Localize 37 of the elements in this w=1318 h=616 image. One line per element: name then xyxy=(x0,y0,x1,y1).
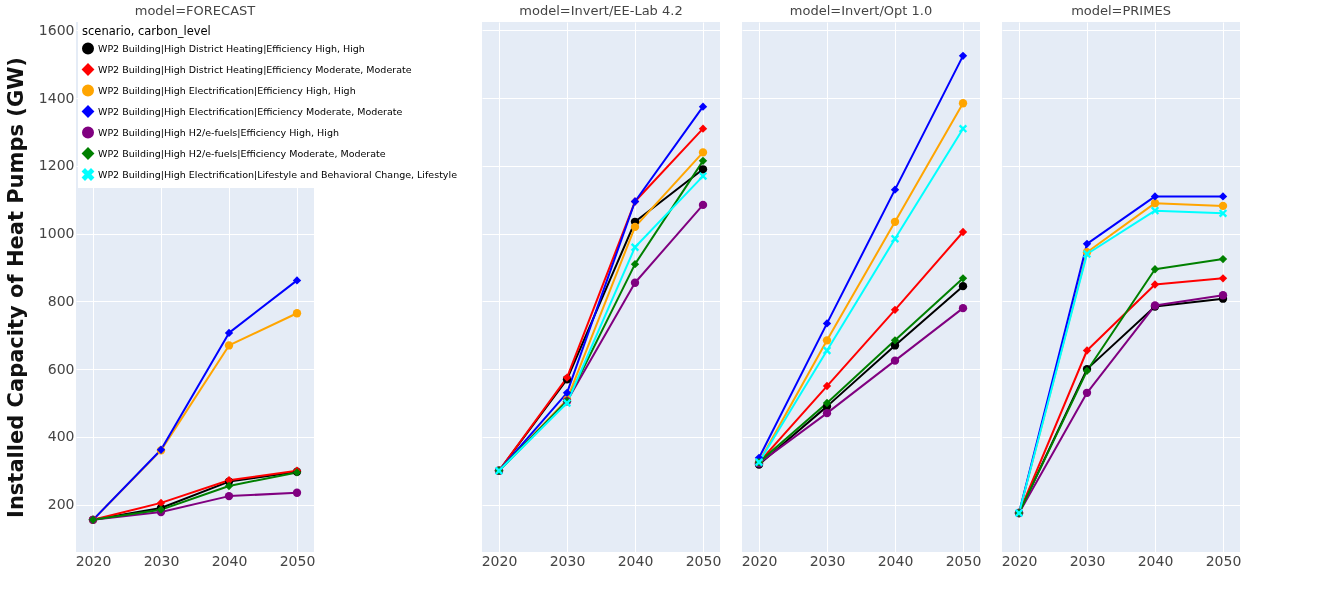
chart-title: model=Invert/Opt 1.0 xyxy=(789,3,933,18)
x-tick-label: 2040 xyxy=(1137,552,1174,569)
legend-label: WP2 Building|High Electrification|Lifestyle and Behavioral Change, Lifestyle xyxy=(98,168,458,180)
chart-title: model=PRIMES xyxy=(1071,3,1171,18)
x-tick-label: 2040 xyxy=(617,552,654,569)
x-tick-label: 2020 xyxy=(75,552,112,569)
x-tick-label: 2030 xyxy=(1069,552,1106,569)
y-tick-label: 1400 xyxy=(38,89,75,106)
legend-label: WP2 Building|High Electrification|Efficiency High, High xyxy=(98,84,356,96)
y-tick-label: 800 xyxy=(47,292,75,309)
legend-label: WP2 Building|High Electrification|Efficiency Moderate, Moderate xyxy=(98,105,403,117)
legend-title: scenario, carbon_level xyxy=(82,24,211,38)
x-tick-label: 2040 xyxy=(211,552,248,569)
y-tick-label: 1200 xyxy=(38,157,75,174)
legend-label: WP2 Building|High District Heating|Efficiency High, High xyxy=(98,42,365,54)
y-tick-label: 200 xyxy=(47,496,75,513)
x-tick-label: 2020 xyxy=(481,552,518,569)
legend-label: WP2 Building|High H2/e-fuels|Efficiency Moderate, Moderate xyxy=(98,147,386,159)
legend-label: WP2 Building|High H2/e-fuels|Efficiency High, High xyxy=(98,126,339,138)
chart-title: model=Invert/EE-Lab 4.2 xyxy=(519,3,683,18)
x-tick-label: 2020 xyxy=(741,552,778,569)
y-axis-title: Installed Capacity of Heat Pumps (GW) xyxy=(3,57,28,518)
x-tick-label: 2030 xyxy=(809,552,846,569)
x-tick-label: 2040 xyxy=(877,552,914,569)
x-tick-label: 2050 xyxy=(1205,552,1242,569)
x-tick-label: 2050 xyxy=(279,552,316,569)
x-tick-label: 2020 xyxy=(1001,552,1038,569)
y-tick-label: 1000 xyxy=(38,225,75,242)
chart-title: model=FORECAST xyxy=(134,3,256,18)
y-tick-label: 400 xyxy=(47,428,75,445)
x-tick-label: 2030 xyxy=(143,552,180,569)
y-tick-label: 1600 xyxy=(38,21,75,38)
y-tick-label: 600 xyxy=(47,360,75,377)
x-tick-label: 2050 xyxy=(685,552,722,569)
legend-label: WP2 Building|High District Heating|Efficiency Moderate, Moderate xyxy=(98,63,412,75)
x-tick-label: 2050 xyxy=(945,552,982,569)
x-tick-label: 2030 xyxy=(549,552,586,569)
